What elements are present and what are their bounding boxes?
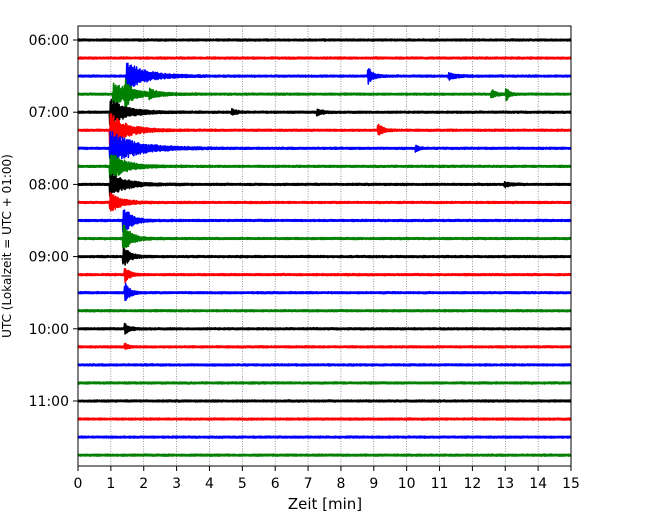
trace-11 <box>77 224 572 250</box>
trace-2 <box>77 62 572 92</box>
x-tick-label-1: 1 <box>106 476 115 492</box>
x-axis-ticks: 0 1 2 3 4 5 6 7 8 9 10 11 12 13 14 15 <box>74 466 580 492</box>
y-tick-label-1: 07:00 <box>29 105 69 121</box>
trace-12 <box>77 247 572 266</box>
x-tick-label-14: 14 <box>529 476 547 492</box>
x-tick-label-5: 5 <box>238 476 247 492</box>
trace-1 <box>77 56 572 60</box>
trace-0 <box>77 38 572 42</box>
trace-22 <box>77 435 572 439</box>
trace-10 <box>77 209 572 236</box>
trace-14 <box>77 282 572 302</box>
x-tick-label-15: 15 <box>562 476 580 492</box>
x-tick-label-4: 4 <box>205 476 214 492</box>
x-tick-label-12: 12 <box>463 476 481 492</box>
y-axis-ticks: 06:00 07:00 08:00 09:00 10:00 11:00 <box>29 33 78 410</box>
x-tick-label-3: 3 <box>172 476 181 492</box>
y-tick-label-4: 10:00 <box>29 322 69 338</box>
x-tick-label-0: 0 <box>74 476 83 492</box>
trace-7 <box>77 154 572 183</box>
x-tick-label-9: 9 <box>369 476 378 492</box>
trace-21 <box>77 417 572 421</box>
trace-9 <box>77 191 572 212</box>
x-axis-title: Zeit [min] <box>288 495 362 513</box>
x-tick-label-10: 10 <box>398 476 416 492</box>
trace-20 <box>77 399 572 403</box>
trace-18 <box>77 363 572 367</box>
y-tick-label-3: 09:00 <box>29 250 69 266</box>
trace-5 <box>77 112 572 148</box>
plot-frame <box>77 25 572 467</box>
y-tick-label-0: 06:00 <box>29 33 69 49</box>
seismic-traces <box>77 38 572 458</box>
trace-13 <box>77 267 572 284</box>
x-tick-label-13: 13 <box>496 476 514 492</box>
trace-17 <box>77 342 572 350</box>
x-tick-label-6: 6 <box>271 476 280 492</box>
y-tick-label-5: 11:00 <box>29 394 69 410</box>
x-tick-label-11: 11 <box>431 476 449 492</box>
x-tick-label-7: 7 <box>304 476 313 492</box>
trace-23 <box>77 453 572 458</box>
y-axis-title: UTC (Lokalzeit = UTC + 01:00) <box>0 154 14 338</box>
x-tick-label-2: 2 <box>139 476 148 492</box>
y-tick-label-2: 08:00 <box>29 177 69 193</box>
trace-16 <box>77 322 572 335</box>
trace-8 <box>77 173 572 197</box>
trace-19 <box>77 381 572 385</box>
trace-6 <box>77 130 572 166</box>
x-tick-label-8: 8 <box>336 476 345 492</box>
trace-3 <box>77 78 572 109</box>
trace-4 <box>77 98 572 126</box>
grid-lines <box>110 26 539 466</box>
trace-15 <box>77 308 572 313</box>
